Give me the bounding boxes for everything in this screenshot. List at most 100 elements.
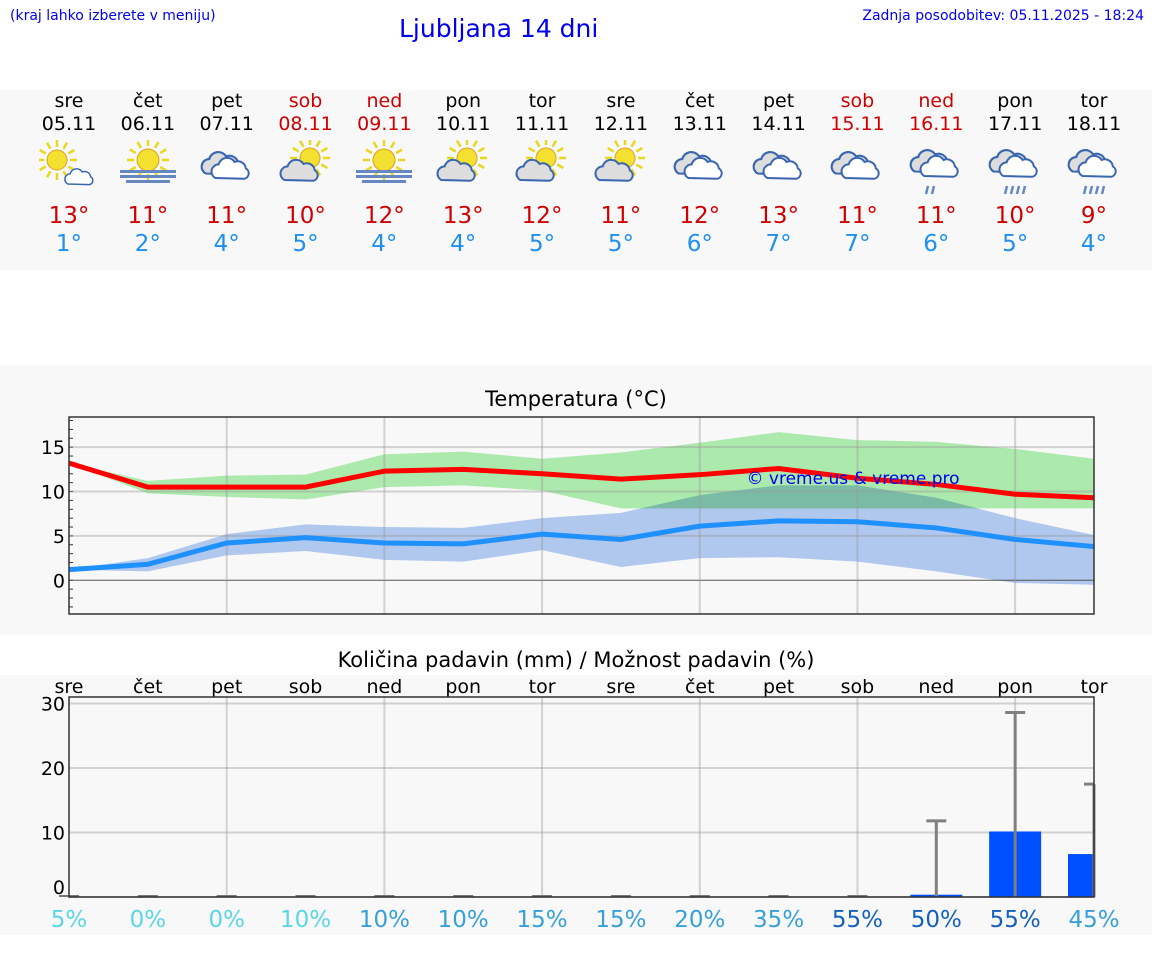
day-forecast: pet 14.11 13° 7°: [740, 90, 818, 258]
precip-probability: 15%: [517, 907, 568, 933]
fog-line: [362, 180, 407, 183]
cloud-outline: [998, 154, 1038, 178]
fog-line: [356, 175, 413, 178]
rain-drop: [1021, 185, 1027, 195]
sun-ray: [630, 140, 637, 148]
rain-drop: [1094, 185, 1100, 195]
day-name: pet: [211, 90, 243, 112]
day-forecast: sob 15.11 11° 7°: [818, 90, 896, 258]
min-temp: 6°: [923, 231, 950, 257]
max-temp: 11°: [127, 203, 169, 229]
max-temp: 11°: [600, 203, 642, 229]
sun-ray: [556, 163, 565, 170]
sun-ray: [320, 163, 328, 170]
max-temp: 9°: [1080, 203, 1108, 229]
day-name: sob: [840, 90, 875, 112]
day-forecast: ned 16.11 11° 6°: [897, 90, 975, 258]
min-temp: 5°: [607, 231, 634, 257]
min-temp: 5°: [1002, 231, 1029, 257]
x-category-label: pet: [763, 676, 794, 698]
rain-drop: [1088, 185, 1094, 195]
sun-ray: [62, 142, 69, 150]
day-forecast: pon 10.11 13° 4°: [424, 90, 502, 258]
day-date: 05.11: [41, 113, 97, 135]
cloud-shape: [279, 158, 319, 182]
cloud-shape: [919, 154, 959, 178]
sun-ray: [45, 170, 52, 178]
cloud-outline: [515, 158, 555, 182]
day-name: čet: [133, 90, 163, 112]
sun-ray: [630, 168, 637, 176]
cloud-sun-icon: [515, 140, 567, 182]
x-category-label: tor: [529, 676, 556, 698]
cloud-sun-icon: [436, 140, 488, 182]
max-temp: 11°: [837, 203, 878, 229]
cloud-rain-icon: [1067, 149, 1117, 195]
cloud-outline: [436, 158, 476, 182]
cloud-shape: [762, 156, 802, 180]
precip-probability: 20%: [674, 907, 725, 933]
precip-probability: 10%: [359, 907, 410, 933]
precip-probability: 0%: [130, 907, 167, 933]
cloud-shape: [64, 168, 94, 186]
max-temp: 13°: [442, 203, 484, 229]
precip-plot-frame: [68, 696, 1095, 898]
max-temp: 11°: [915, 203, 957, 229]
sun-ray: [136, 141, 142, 149]
cloud-sun-icon: [279, 140, 330, 182]
y-tick-label: 10: [41, 482, 65, 504]
day-name: ned: [366, 90, 403, 112]
day-forecast: pon 17.11 10° 5°: [976, 90, 1054, 258]
rain-drop: [1009, 185, 1015, 195]
min-temp: 7°: [844, 231, 871, 257]
sun-ray: [635, 163, 643, 170]
cloud-shape: [998, 154, 1038, 178]
rain-drop: [1082, 185, 1088, 195]
min-temp: 4°: [450, 231, 477, 257]
sun-ray: [395, 165, 404, 172]
x-category-label: sob: [289, 676, 323, 698]
sun-small-cloud-icon: [39, 140, 94, 186]
day-date: 13.11: [672, 113, 727, 135]
x-category-label: sre: [606, 676, 635, 698]
min-temp: 4°: [1080, 231, 1108, 257]
day-date: 10.11: [436, 113, 491, 135]
temp-plot-frame: [68, 416, 1095, 615]
fog-line: [125, 180, 170, 183]
precip-probability: 50%: [911, 907, 962, 933]
day-date: 09.11: [357, 113, 412, 135]
sun-disc: [46, 149, 68, 171]
page-title: Ljubljana 14 dni: [399, 14, 599, 43]
day-date: 11.11: [514, 113, 570, 135]
rain-drop: [1015, 185, 1021, 195]
watermark: © vreme.us & vreme.pro: [746, 469, 959, 489]
max-temp: 13°: [758, 203, 799, 229]
day-name: čet: [684, 90, 715, 112]
sun-ray: [159, 165, 167, 172]
sun-ray: [67, 148, 75, 155]
day-date: 14.11: [751, 113, 806, 135]
rain-drop: [1003, 185, 1009, 195]
cloud-outline: [210, 156, 250, 180]
x-category-label: pon: [997, 676, 1033, 698]
rain-drop: [1100, 185, 1106, 195]
max-temp: 13°: [48, 203, 90, 229]
min-temp: 5°: [292, 231, 319, 257]
sun-ray: [365, 148, 373, 155]
max-temp-line: [68, 460, 1095, 501]
day-date: 12.11: [593, 113, 649, 135]
precip-probability: 15%: [595, 907, 646, 933]
sun-ray: [477, 146, 486, 153]
cloud-shape: [515, 158, 555, 182]
x-category-label: ned: [918, 676, 954, 698]
min-temp: 2°: [134, 231, 161, 257]
x-category-label: sre: [55, 676, 84, 698]
precip-probability: 55%: [832, 907, 883, 933]
sun-ray: [159, 148, 167, 155]
day-name: tor: [528, 90, 556, 112]
day-name: pet: [763, 90, 795, 112]
cloud-outline: [1077, 154, 1117, 178]
cloud-outline: [279, 158, 319, 182]
cloud-sun-icon: [594, 140, 645, 182]
